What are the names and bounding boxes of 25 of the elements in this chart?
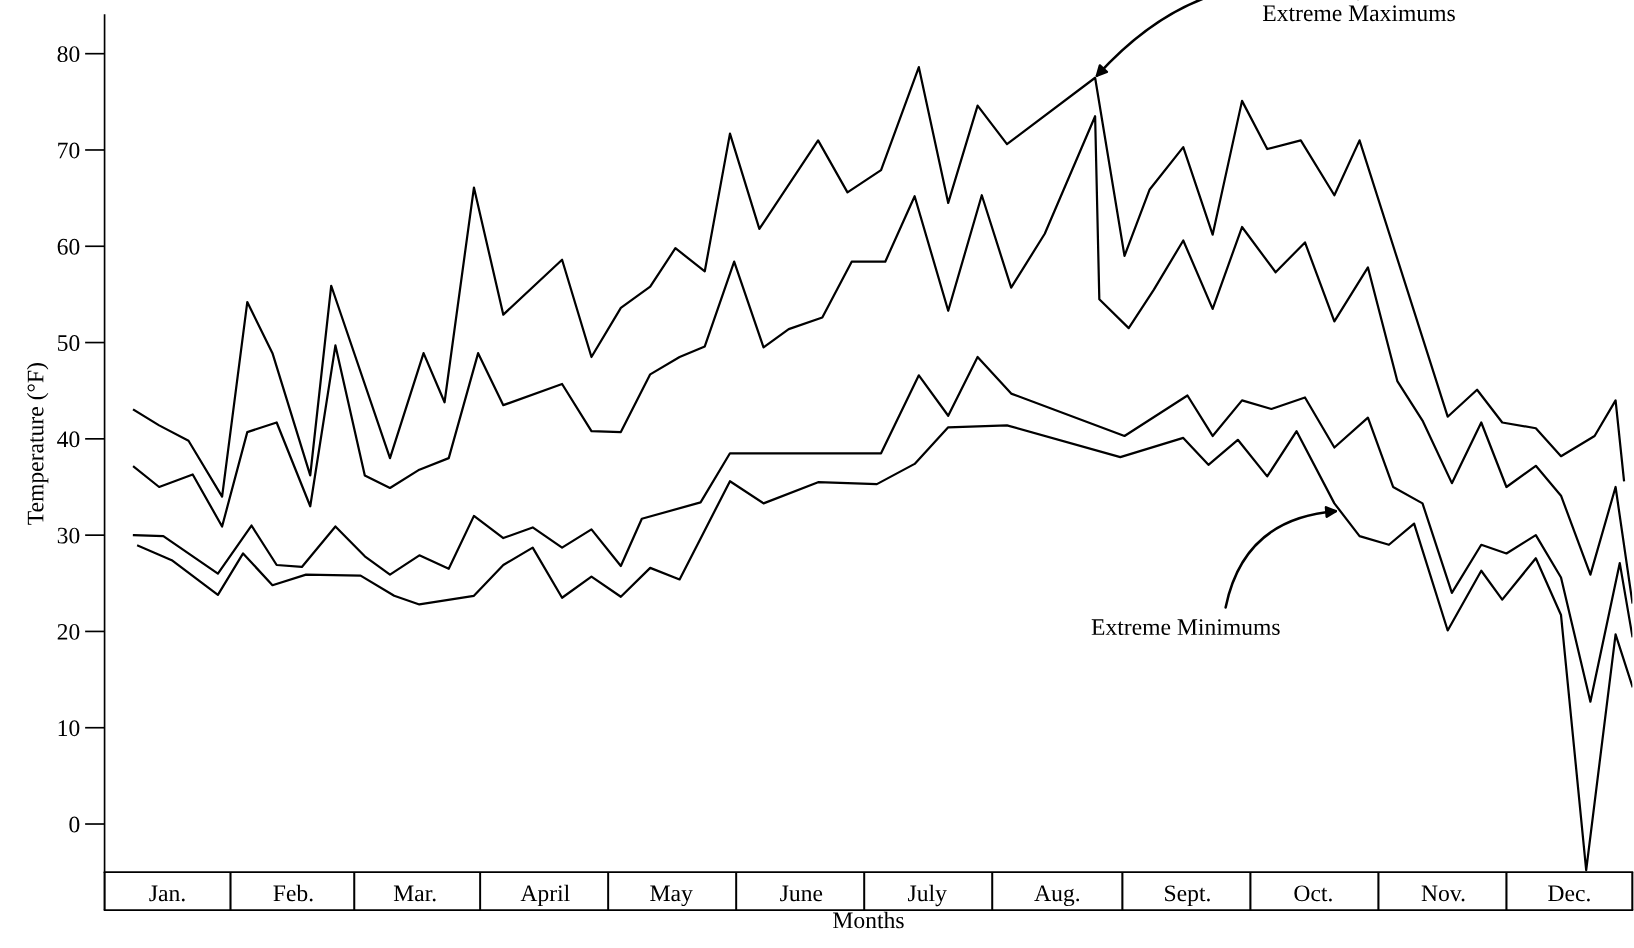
y-tick-label: 40 bbox=[57, 431, 80, 448]
x-tick-label: Nov. bbox=[1421, 885, 1465, 902]
x-tick-label: Aug. bbox=[1034, 885, 1080, 907]
annotation: Extreme Maximums bbox=[1262, 5, 1455, 22]
x-tick-label: Feb. bbox=[273, 884, 313, 902]
x-tick-label: July bbox=[908, 884, 947, 907]
y-tick-label: 60 bbox=[57, 238, 80, 255]
x-tick-label: April bbox=[520, 884, 570, 907]
x-tick-label: Jan. bbox=[149, 885, 185, 902]
x-tick-label: Dec. bbox=[1548, 885, 1590, 902]
y-tick-label: 70 bbox=[58, 142, 80, 159]
y-tick-label: 30 bbox=[57, 527, 80, 544]
x-tick-label: May bbox=[650, 885, 693, 907]
x-tick-label: Mar. bbox=[393, 885, 436, 902]
y-tick-label: 80 bbox=[57, 46, 80, 63]
x-tick-label: June bbox=[780, 885, 823, 902]
y-axis-title: Temperature (°F) bbox=[26, 363, 49, 525]
y-tick-label: 50 bbox=[58, 335, 80, 351]
x-tick-label: Oct. bbox=[1294, 885, 1332, 902]
y-tick-label: 10 bbox=[58, 720, 80, 737]
x-tick-label: Sept. bbox=[1165, 885, 1210, 907]
y-tick-label: 0 bbox=[69, 816, 80, 833]
y-tick-label: 20 bbox=[57, 623, 80, 640]
x-axis-title: Months bbox=[833, 911, 904, 929]
annotation: Extreme Minimums bbox=[1091, 619, 1280, 636]
